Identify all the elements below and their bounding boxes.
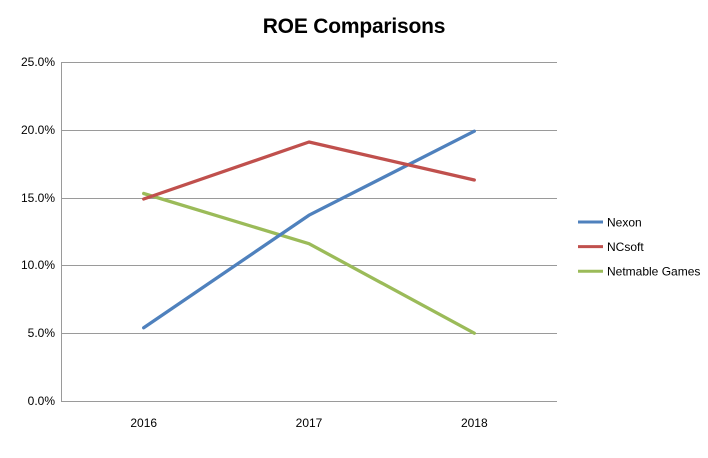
series-line-nexon [142, 129, 476, 330]
legend-item-label: NCsoft [607, 240, 644, 254]
legend-item-label: Nexon [607, 216, 642, 230]
x-tick-label: 2017 [296, 416, 323, 430]
legend-item-netmable-games: Netmable Games [578, 265, 700, 279]
y-tick-label: 20.0% [21, 123, 55, 137]
legend-item-label: Netmable Games [607, 265, 700, 279]
series-line-netmable-games [142, 191, 476, 335]
y-tick-label: 25.0% [21, 55, 55, 69]
x-tick-label: 2018 [461, 416, 488, 430]
x-tick-label: 2016 [130, 416, 157, 430]
chart-title: ROE Comparisons [262, 15, 446, 38]
y-tick-label: 15.0% [21, 191, 55, 205]
series-line-ncsoft [142, 140, 476, 201]
legend-item-nexon: Nexon [578, 216, 642, 230]
legend-item-ncsoft: NCsoft [578, 240, 644, 254]
y-tick-label: 10.0% [21, 258, 55, 272]
y-tick-label: 5.0% [28, 326, 56, 340]
y-tick-label: 0.0% [28, 394, 56, 408]
